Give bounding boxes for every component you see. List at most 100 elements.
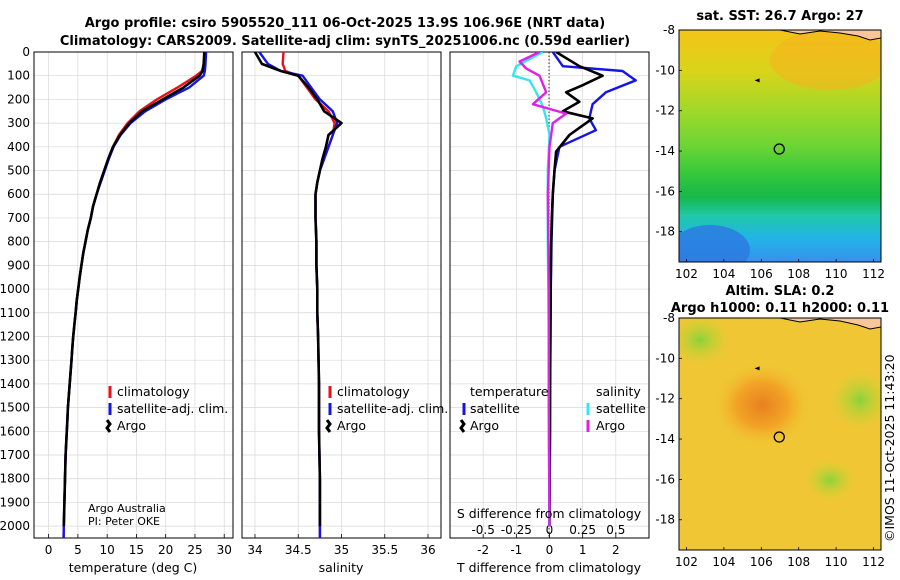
legend-temperature-heading: temperature (470, 384, 549, 399)
s-tick-label: -0.5 (471, 523, 494, 537)
sst-map-panel: sat. SST: 26.7 Argo: 27 102 104 106 108 110 1… (655, 9, 885, 281)
sst-map-frame (678, 29, 882, 263)
sla-green-patch-1 (679, 318, 730, 365)
map-x-tick-label: 112 (862, 267, 885, 281)
map-x-tick-label: 106 (750, 555, 773, 569)
map-x-tick-label: 106 (750, 267, 773, 281)
sla-map-panel: Altim. SLA: 0.2 Argo h1000: 0.11 h2000: … (655, 284, 889, 569)
legend-sal-sat-label: satellite (596, 401, 646, 416)
map-y-tick-label: -8 (663, 311, 675, 325)
map-y-tick-label: -12 (655, 392, 675, 406)
series-line-argo (62, 52, 206, 527)
depth-tick-labels: 0 100 200 300 400 500 600 700 800 900 1000 1100 1200… (0, 45, 30, 533)
map-x-tick-label: 112 (862, 555, 885, 569)
depth-tick-label: 200 (7, 92, 30, 106)
argo-position-marker (773, 143, 785, 155)
sal-legend-argo-swatch (325, 419, 332, 433)
depth-tick-label: 300 (7, 116, 30, 130)
map-y-tick-label: -16 (655, 472, 675, 486)
temperature-xlabel: temperature (deg C) (69, 560, 198, 575)
map-y-tick-label: -18 (655, 513, 675, 527)
map-y-tick-label: -12 (655, 104, 675, 118)
trajectory-marker (754, 366, 760, 371)
salinity-panel: 34 34.5 35 35.5 36 salinity climatology sate… (241, 51, 448, 575)
salinity-xlabel: salinity (319, 560, 364, 575)
map-x-tick-label: 104 (712, 267, 735, 281)
legend-argo-label: Argo (117, 418, 146, 433)
map-x-tick-label: 102 (675, 267, 698, 281)
depth-tick-label: 900 (7, 258, 30, 272)
map-x-tick-label: 104 (712, 555, 735, 569)
s-tick-label: 0 (546, 523, 554, 537)
difference-legend: temperature satellite Argo salinity sate… (459, 384, 646, 433)
depth-tick-label: 1200 (0, 329, 30, 343)
x-tick-label: 1 (579, 543, 587, 557)
s-tick-label: 0.5 (606, 523, 625, 537)
map-x-tick-label: 102 (675, 555, 698, 569)
x-tick-label: 0 (546, 543, 554, 557)
map-y-tick-label: -8 (663, 23, 675, 37)
map-y-tick-label: -18 (655, 225, 675, 239)
sla-map-markers (754, 366, 785, 443)
s-difference-xlabel: S difference from climatology (457, 506, 642, 521)
map-x-tick-label: 108 (787, 555, 810, 569)
map-x-tick-label: 110 (825, 267, 848, 281)
x-tick-label: 15 (129, 543, 144, 557)
x-tick-label: 2 (612, 543, 620, 557)
depth-tick-label: 1800 (0, 472, 30, 486)
map-y-tick-label: -14 (655, 432, 675, 446)
depth-tick-label: 100 (7, 69, 30, 83)
depth-tick-label: 1900 (0, 495, 30, 509)
legend-sat-label: satellite-adj. clim. (117, 401, 228, 416)
x-tick-label: 34.5 (285, 543, 312, 557)
legend-temp-sat-label: satellite (470, 401, 520, 416)
map-y-tick-label: -10 (655, 351, 675, 365)
t-difference-xlabel: T difference from climatology (456, 560, 642, 575)
salinity-lines (253, 52, 343, 538)
imos-credit: ©IMOS 11-Oct-2025 11:43:20 (882, 354, 897, 542)
legend-clim-label: climatology (117, 384, 190, 399)
trajectory-marker (754, 78, 760, 83)
sla-map-frame (678, 317, 882, 551)
sla-coastline (779, 318, 881, 330)
map-x-tick-label: 108 (787, 267, 810, 281)
depth-tick-label: 1400 (0, 377, 30, 391)
series-line-climatology (281, 52, 336, 538)
sst-map-markers (754, 78, 785, 155)
x-tick-label: 20 (158, 543, 173, 557)
sal-legend-argo-label: Argo (337, 418, 366, 433)
sst-warm-patch (770, 30, 881, 90)
salinity-grid (242, 51, 441, 538)
x-tick-label: 36 (420, 543, 435, 557)
series-line-temperature-argo (548, 52, 604, 527)
depth-tick-label: 600 (7, 187, 30, 201)
sla-map-title-line2: Argo h1000: 0.11 h2000: 0.11 (671, 301, 889, 316)
sal-legend-sat-label: satellite-adj. clim. (337, 401, 448, 416)
map-y-tick-label: -10 (655, 63, 675, 77)
x-tick-label: 5 (74, 543, 82, 557)
s-tick-label: -0.25 (501, 523, 532, 537)
legend-salinity-heading: salinity (596, 384, 641, 399)
legend-temp-argo-swatch (459, 419, 466, 433)
s-tick-label: 0.25 (569, 523, 596, 537)
x-tick-label: -1 (510, 543, 522, 557)
temperature-tick-labels: 0 5 10 15 20 25 30 (45, 534, 232, 557)
legend-temp-argo-label: Argo (470, 418, 499, 433)
depth-tick-label: 700 (7, 211, 30, 225)
figure-title-line2: Climatology: CARS2009. Satellite-adj cli… (60, 34, 630, 49)
legend-sal-argo-label: Argo (596, 418, 625, 433)
temperature-legend: climatology satellite-adj. clim. Argo (105, 384, 228, 433)
temperature-grid (34, 51, 233, 538)
map-y-tick-label: -14 (655, 144, 675, 158)
difference-lines (511, 52, 637, 527)
sla-green-patch-2 (830, 370, 881, 430)
sla-high-anomaly (714, 363, 810, 447)
s-difference-tick-labels: -0.5 -0.25 0 0.25 0.5 (471, 523, 625, 537)
series-line-salinity-argo (518, 52, 568, 527)
depth-tick-label: 1300 (0, 353, 30, 367)
depth-tick-label: 0 (22, 45, 30, 59)
legend-argo-swatch (105, 419, 112, 433)
series-line-argo (253, 52, 343, 527)
x-tick-label: 35 (334, 543, 349, 557)
